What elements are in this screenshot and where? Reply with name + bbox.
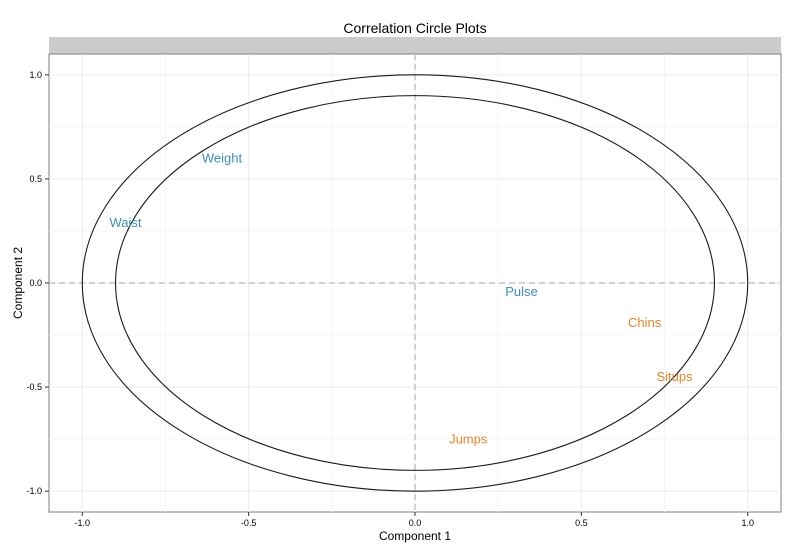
variable-label-situps: Situps [656,369,693,384]
y-tick-label-2: 0.0 [29,278,42,288]
facet-strip [49,37,781,54]
y-axis-title: Component 2 [11,247,25,319]
x-tick-label-4: 1.0 [741,518,754,528]
correlation-circle-1 [114,95,716,471]
variable-label-pulse: Pulse [505,284,538,299]
variable-labels: Weight Waist Pulse Chins Situps Jumps [110,151,694,447]
y-tick-label-3: 0.5 [29,174,42,184]
reference-lines [49,54,781,512]
x-tick-label-3: 0.5 [575,518,588,528]
variable-label-jumps: Jumps [449,432,488,447]
y-tick-label-0: -1.0 [26,486,42,496]
axis-ticks: -1.0 -0.5 0.0 0.5 1.0 -1.0 -0.5 0.0 0.5 1.0 [26,70,754,528]
variable-label-waist: Waist [110,215,142,230]
x-tick-label-2: 0.0 [409,518,422,528]
y-tick-label-1: -0.5 [26,382,42,392]
correlation-circle-0 [81,74,749,492]
x-axis-title: Component 1 [379,529,451,543]
correlation-circles [81,74,749,492]
variable-label-chins: Chins [628,315,662,330]
variable-label-weight: Weight [202,151,243,166]
y-tick-label-4: 1.0 [29,70,42,80]
x-tick-label-1: -0.5 [241,518,257,528]
x-tick-label-0: -1.0 [75,518,91,528]
chart-title: Correlation Circle Plots [343,20,486,36]
